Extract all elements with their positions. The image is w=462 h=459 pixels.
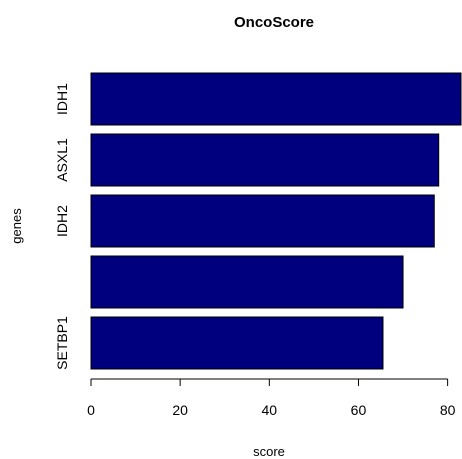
bar-asxl1 <box>90 133 440 187</box>
x-tick-label-0: 0 <box>87 402 95 418</box>
category-label-idh2: IDH2 <box>54 205 70 237</box>
chart-title: OncoScore <box>234 14 314 31</box>
bars-group <box>90 72 462 370</box>
category-labels: IDH1 ASXL1 IDH2 SETBP1 <box>54 83 70 370</box>
x-axis: 0 20 40 60 80 <box>87 378 456 418</box>
category-label-idh1: IDH1 <box>54 83 70 115</box>
category-label-setbp1: SETBP1 <box>54 316 70 370</box>
x-tick-label-20: 20 <box>172 402 188 418</box>
category-label-asxl1: ASXL1 <box>54 138 70 182</box>
bar-idh1 <box>90 72 462 126</box>
x-axis-label: score <box>253 444 285 459</box>
x-tick-label-40: 40 <box>262 402 278 418</box>
y-axis-label: genes <box>9 208 24 244</box>
x-tick-label-60: 60 <box>351 402 367 418</box>
bar-setbp1 <box>90 316 384 370</box>
bar-idh2 <box>90 194 435 248</box>
bar-unlabeled-3 <box>90 255 404 309</box>
x-tick-label-80: 80 <box>440 402 456 418</box>
